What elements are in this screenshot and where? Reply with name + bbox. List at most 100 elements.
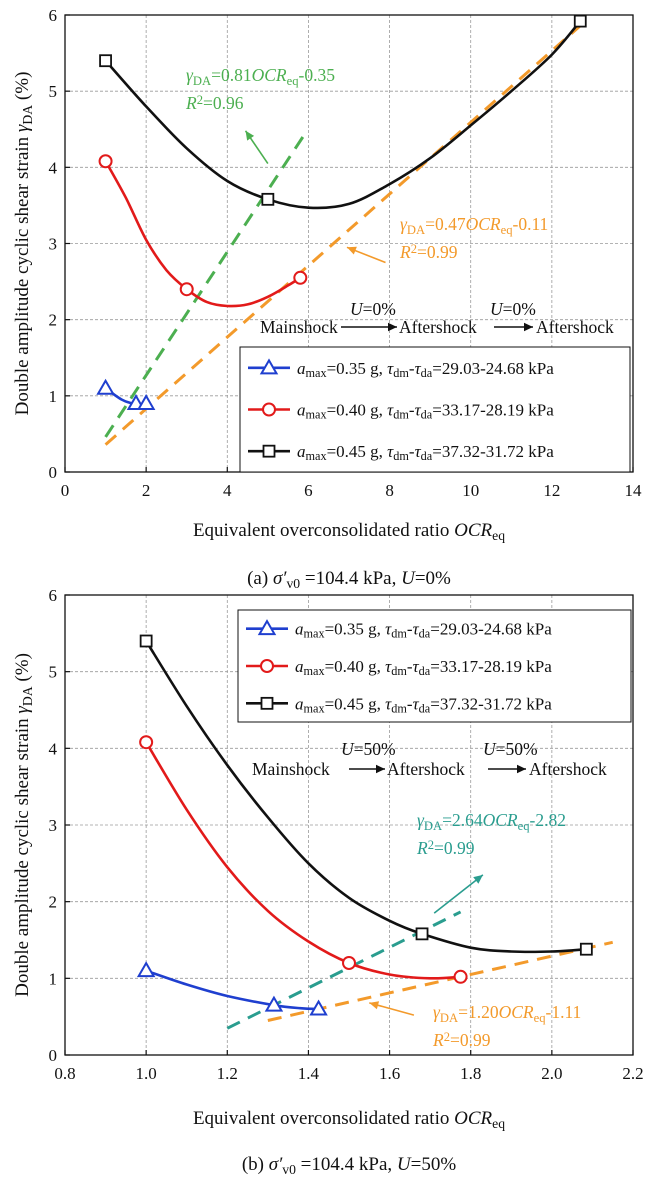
figure-caption: (a) σ′v0 =104.4 kPa, U=0%: [247, 568, 451, 591]
stage-label: Aftershock: [529, 759, 607, 779]
y-tick-label: 6: [49, 6, 58, 25]
triangle-marker: [96, 378, 115, 395]
stage-label: Aftershock: [399, 317, 477, 337]
circle-marker: [453, 969, 468, 984]
series-square: [139, 634, 593, 956]
legend-label: amax=0.40 g, τdm-τda=33.17-28.19 kPa: [295, 657, 552, 678]
series-curve: [104, 160, 301, 308]
triangle-marker: [259, 358, 279, 375]
square-marker: [262, 444, 276, 458]
x-tick-label: 8: [385, 481, 394, 500]
stage-label: Mainshock: [252, 759, 330, 779]
chart-panel-b: 0.8 1.0 1.2 1.4 1.6 1.8 2.0 2.2 0 1 2 3 4 5 6 Equivalen…: [12, 586, 644, 1131]
y-tick-label: 0: [49, 463, 58, 482]
y-axis-label: Double amplitude cyclic shear strain γDA…: [12, 72, 35, 416]
triangle-marker: [309, 999, 328, 1016]
series-curve: [104, 20, 582, 210]
circle-marker: [293, 270, 308, 285]
series-triangle: [136, 961, 328, 1016]
x-tick-label: 4: [223, 481, 232, 500]
fit-equation: γDA=0.81OCReq-0.35: [186, 65, 335, 88]
plot-frame: [64, 594, 634, 1056]
y-tick-label: 0: [49, 1046, 58, 1065]
series-circle: [139, 735, 468, 984]
legend-label: amax=0.35 g, τdm-τda=29.03-24.68 kPa: [295, 620, 552, 641]
x-tick-label: 1.0: [136, 1064, 157, 1083]
fit-line: [104, 24, 582, 446]
stage-label: Aftershock: [387, 759, 465, 779]
y-tick-label: 4: [49, 739, 58, 758]
fit-arrow-head: [517, 764, 526, 774]
fit-line: [267, 940, 614, 1022]
series-curve: [145, 969, 319, 1011]
series-square: [99, 14, 587, 210]
x-axis-label: Equivalent overconsolidated ratio OCReq: [193, 1108, 505, 1131]
fit-equation: γDA=1.20OCReq-1.11: [433, 1002, 581, 1025]
x-tick-label: 14: [625, 481, 643, 500]
y-tick-label: 2: [49, 311, 58, 330]
y-tick-label: 5: [49, 663, 58, 682]
x-tick-label: 2: [142, 481, 151, 500]
legend-box: [239, 346, 631, 473]
fit-equation: γDA=2.64OCReq-2.82: [417, 810, 566, 833]
circle-marker: [342, 956, 356, 970]
square-marker: [415, 927, 429, 941]
circle-marker: [260, 659, 274, 673]
fit-annotation: γDA=1.20OCReq-1.11 R2=0.99: [369, 1001, 581, 1050]
y-tick-label: 3: [49, 235, 58, 254]
x-tick-label: 12: [543, 481, 560, 500]
y-tick-label: 1: [49, 387, 58, 406]
circle-marker: [139, 735, 154, 750]
x-tick-label: 1.4: [298, 1064, 320, 1083]
y-tick-label: 2: [49, 893, 58, 912]
pore-pressure-label: U=50%: [341, 739, 396, 759]
fit-arrow-head: [388, 322, 397, 332]
square-marker: [260, 696, 274, 710]
legend-label: amax=0.40 g, τdm-τda=33.17-28.19 kPa: [297, 401, 554, 422]
fit-arrow-head: [369, 1001, 380, 1010]
fit-annotation: γDA=0.47OCReq-0.11 R2=0.99: [346, 214, 548, 264]
circle-marker: [179, 282, 194, 297]
x-tick-label: 2.0: [541, 1064, 562, 1083]
fit-r-squared: R2=0.99: [399, 242, 458, 262]
x-tick-label: 6: [304, 481, 313, 500]
y-axis-label: Double amplitude cyclic shear strain γDA…: [12, 653, 35, 997]
pore-pressure-label: U=0%: [350, 299, 396, 319]
fit-r-squared: R2=0.96: [185, 93, 244, 113]
series-curve: [144, 741, 461, 980]
fit-equation: γDA=0.47OCReq-0.11: [400, 214, 548, 237]
square-marker: [99, 54, 112, 68]
series-circle: [98, 154, 308, 308]
x-tick-label: 0.8: [54, 1064, 75, 1083]
legend-label: amax=0.35 g, τdm-τda=29.03-24.68 kPa: [297, 359, 554, 380]
fit-r-squared: R2=0.99: [432, 1030, 491, 1050]
x-tick-label: 10: [462, 481, 479, 500]
triangle-marker: [257, 619, 277, 636]
fit-annotation: γDA=0.81OCReq-0.35 R2=0.96: [185, 65, 335, 164]
legend-label: amax=0.45 g, τdm-τda=37.32-31.72 kPa: [295, 694, 552, 715]
fit-r-squared: R2=0.99: [416, 838, 475, 858]
y-tick-label: 5: [49, 82, 58, 101]
stage-label: Mainshock: [260, 317, 338, 337]
legend-label: amax=0.45 g, τdm-τda=37.32-31.72 kPa: [297, 442, 554, 463]
y-tick-label: 4: [49, 158, 58, 177]
y-tick-label: 3: [49, 816, 58, 835]
pore-pressure-label: U=50%: [483, 739, 538, 759]
circle-marker: [262, 402, 276, 417]
fit-annotation: γDA=2.64OCReq-2.82 R2=0.99: [416, 810, 566, 914]
square-marker: [139, 634, 153, 648]
y-tick-label: 1: [49, 969, 58, 988]
triangle-marker: [136, 961, 156, 978]
stage-label: Aftershock: [536, 317, 614, 337]
x-tick-label: 1.2: [217, 1064, 238, 1083]
legend-box: [237, 609, 632, 723]
x-tick-label: 2.2: [622, 1064, 643, 1083]
legend: amax=0.35 g, τdm-τda=29.03-24.68 kPa amax…: [237, 609, 632, 723]
square-marker: [261, 192, 275, 206]
square-marker: [573, 14, 587, 28]
y-tick-label: 6: [49, 586, 58, 605]
